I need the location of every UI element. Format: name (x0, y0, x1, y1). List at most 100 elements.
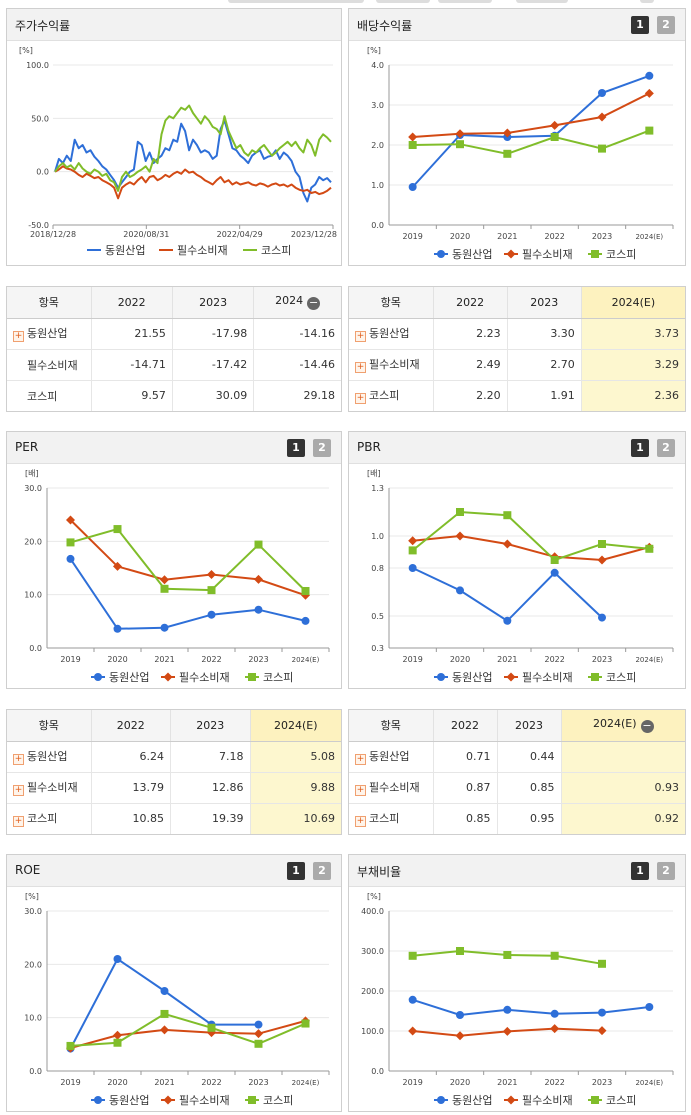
y-tick-label: 0.0 (29, 1067, 42, 1076)
x-tick-label: 2022 (201, 655, 221, 664)
panel-title: PBR (357, 440, 381, 454)
x-tick-label: 2021 (154, 1078, 174, 1087)
axis-unit: [%] (367, 46, 381, 55)
x-tick-label: 2023 (248, 655, 268, 664)
expand-icon[interactable]: + (355, 816, 366, 828)
table-row: + 코스피 10.85 19.39 10.69 (7, 803, 341, 834)
expand-icon[interactable]: + (13, 754, 24, 765)
roe-chart: [%] 30.0 20.0 10.0 0.0 2019 2020 2021 2022 2023 20… (24, 892, 330, 1107)
expand-icon[interactable]: + (355, 754, 366, 765)
collapse-icon[interactable]: − (640, 719, 654, 734)
series-0 (66, 955, 263, 1053)
legend-label: 코스피 (263, 671, 293, 684)
data-point (456, 140, 464, 149)
legend-label: 필수소비재 (522, 671, 573, 684)
x-tick-label: 2024(E) (635, 656, 663, 664)
view-1-button[interactable]: 1 (631, 16, 649, 34)
expand-icon[interactable]: + (355, 331, 366, 342)
data-point (160, 1009, 169, 1018)
data-point (113, 1038, 122, 1047)
y-tick-label: 3.0 (371, 101, 384, 110)
cell: 2.49 (433, 349, 508, 381)
view-2-button[interactable]: 2 (657, 16, 675, 34)
col-header: 항목 (7, 287, 92, 319)
cell: 10.69 (250, 803, 341, 834)
panel-header: 배당수익률 1 2 (349, 9, 685, 41)
data-point (113, 1030, 122, 1040)
data-point (94, 1096, 102, 1104)
x-tick-label: 2023 (592, 655, 612, 664)
panel-title: 배당수익률 (357, 19, 413, 33)
cell: -17.98 (172, 318, 255, 350)
view-1-button[interactable]: 1 (287, 862, 305, 880)
view-2-button[interactable]: 2 (313, 862, 331, 880)
expand-icon[interactable]: + (13, 785, 24, 796)
col-header: 2022 (433, 287, 508, 319)
panel-title: 주가수익률 (15, 19, 71, 33)
view-2-button[interactable]: 2 (657, 862, 675, 880)
row-label: + 동원산업 (7, 318, 92, 350)
chart-legend: 동원산업 필수소비재 코스피 (434, 1094, 636, 1107)
series-2 (408, 126, 654, 158)
expand-icon[interactable]: + (355, 785, 366, 796)
data-point (254, 1029, 263, 1039)
data-point (160, 987, 169, 995)
cell: -14.71 (91, 349, 173, 381)
data-point (254, 540, 263, 549)
y-tick-label: 30.0 (24, 907, 42, 916)
y-tick-label: 20.0 (24, 537, 42, 546)
data-point (550, 568, 559, 577)
data-point (207, 1023, 216, 1032)
x-tick-label: 2021 (497, 232, 517, 241)
data-point (437, 1096, 445, 1104)
table-row: 필수소비재 -14.71 -17.42 -14.46 (7, 349, 341, 381)
series-line (412, 567, 603, 623)
collapse-icon[interactable]: − (307, 296, 321, 311)
data-point (437, 250, 445, 258)
cell: 7.18 (170, 741, 251, 773)
panel-title: ROE (15, 863, 41, 877)
data-point (645, 544, 654, 553)
view-2-button[interactable]: 2 (657, 439, 675, 457)
col-header: 2022 (433, 710, 498, 742)
data-point (597, 555, 607, 565)
series-1 (66, 1016, 310, 1053)
expand-icon[interactable]: + (13, 331, 24, 342)
x-tick-label: 2019 (60, 1078, 80, 1087)
view-1-button[interactable]: 1 (287, 439, 305, 457)
series-line (412, 510, 650, 562)
series-line (54, 104, 332, 192)
row-label: + 동원산업 (7, 741, 92, 773)
col-header: 2023 (172, 287, 255, 319)
x-tick-label: 2020 (450, 655, 470, 664)
expand-icon[interactable]: + (13, 816, 24, 828)
data-point (503, 511, 512, 520)
view-2-button[interactable]: 2 (313, 439, 331, 457)
x-tick-label: 2022 (544, 232, 564, 241)
y-tick-label: 1.0 (371, 532, 384, 541)
legend-label: 코스피 (261, 244, 291, 257)
view-1-button[interactable]: 1 (631, 439, 649, 457)
series-line (69, 558, 306, 630)
x-tick-label: 2024(E) (635, 1079, 663, 1087)
series-line (69, 519, 306, 597)
data-point (408, 1026, 418, 1036)
series-line (412, 998, 650, 1017)
expand-icon[interactable]: + (355, 393, 366, 405)
expand-icon[interactable]: + (355, 362, 366, 373)
legend-label: 필수소비재 (177, 244, 228, 257)
x-tick-label: 2020 (450, 1078, 470, 1087)
y-tick-label: 0.5 (371, 612, 384, 621)
row-label: 필수소비재 (7, 349, 92, 381)
data-point (456, 586, 464, 595)
legend-label: 동원산업 (109, 1094, 149, 1107)
data-point (301, 586, 310, 595)
dividend-yield-table: 항목 2022 2023 2024(E) + 동원산업 2.23 3.30 3.7… (348, 286, 686, 412)
view-1-button[interactable]: 1 (631, 862, 649, 880)
data-point (301, 616, 310, 625)
col-header: 2024− (253, 287, 341, 319)
data-point (506, 1095, 516, 1105)
y-tick-label: 400.0 (361, 907, 384, 916)
y-tick-label: 2.0 (371, 141, 384, 150)
data-point (591, 250, 599, 258)
